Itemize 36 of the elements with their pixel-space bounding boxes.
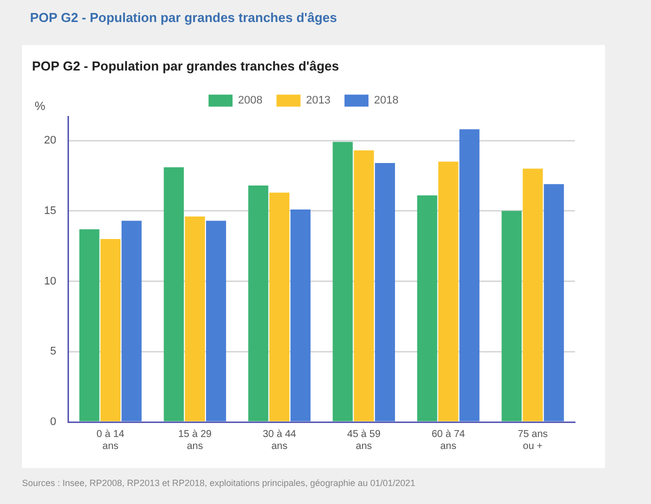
x-tick-label: 45 à 59 ans: [347, 428, 381, 452]
chart-title: POP G2 - Population par grandes tranches d'âges: [32, 58, 339, 74]
bar: [184, 216, 205, 422]
bar: [248, 186, 268, 422]
y-tick-label: 15: [44, 204, 56, 217]
legend-label: 2008: [238, 94, 263, 107]
bar: [438, 162, 458, 422]
text: POP G2 - Population par grandes tranches d'âges: [30, 10, 337, 25]
x-tick-label: 0 à 14 ans: [96, 428, 125, 452]
bar: [332, 142, 353, 422]
bar: [269, 192, 290, 422]
x-tick-label: 15 à 29 ans: [178, 428, 212, 452]
x-tick-label: 30 à 44 ans: [262, 428, 297, 452]
legend-label: 2013: [306, 94, 330, 107]
bar: [164, 167, 184, 422]
bar: [206, 220, 226, 422]
bar: [502, 210, 522, 422]
y-axis-title: %: [34, 98, 46, 113]
bar: [79, 229, 100, 422]
bar: [290, 209, 311, 422]
y-tick-label: 5: [50, 346, 56, 358]
bar: [374, 163, 395, 422]
x-tick-label: 60 à 74 ans: [432, 428, 466, 452]
source-note: Sources : Insee, RP2008, RP2013 et RP2018, exploitations principales, géographie au 01/01/2021: [22, 478, 416, 488]
y-tick-label: 0: [50, 416, 56, 428]
bar: [100, 239, 120, 422]
y-tick-label: 20: [44, 134, 56, 147]
bar: [417, 195, 438, 422]
bar: [459, 129, 480, 422]
x-tick-label: 75 ans ou +: [518, 428, 548, 452]
bar: [522, 168, 543, 422]
bar: [122, 220, 142, 422]
legend-label: 2018: [374, 94, 398, 107]
y-tick-label: 10: [44, 275, 56, 288]
bar: [544, 184, 564, 422]
bar: [354, 150, 374, 422]
